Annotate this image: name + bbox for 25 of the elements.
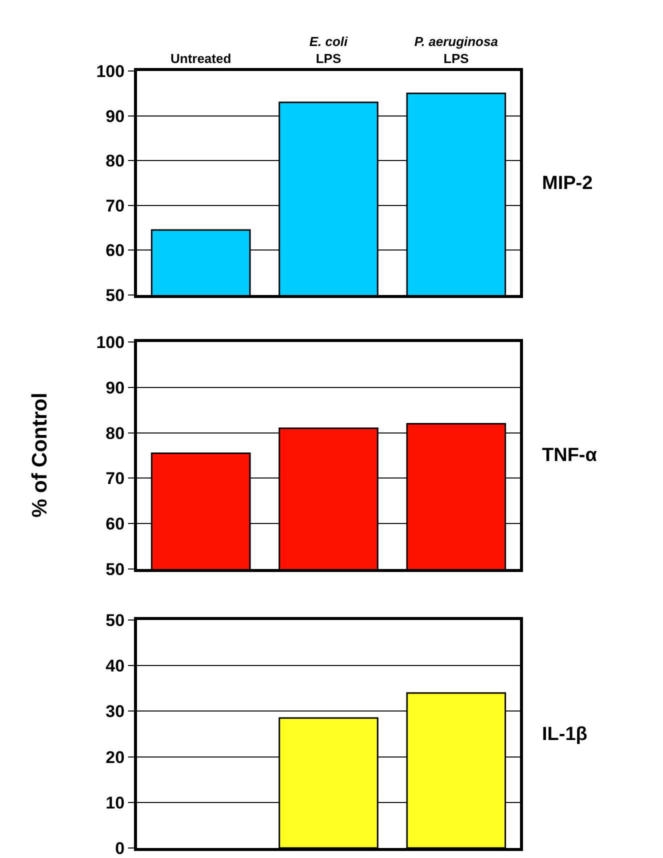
y-tick-label: 50: [106, 560, 125, 579]
x-tick-label: E. coli LPS: [309, 34, 348, 66]
x-tick-label: Untreated: [170, 50, 232, 66]
y-tick-label: 90: [106, 378, 125, 398]
y-tick-label: 0: [115, 838, 125, 858]
y-tick-label: 80: [106, 424, 125, 443]
y-tick-label: 20: [106, 748, 125, 767]
y-tick-label: 80: [106, 152, 125, 171]
y-tick-label: 70: [106, 196, 125, 216]
series-label: TNF-α: [542, 445, 598, 466]
x-tick-label: P. aeruginosa LPS: [414, 34, 498, 66]
y-tick-label: 100: [96, 62, 125, 81]
y-axis-title: % of Control: [28, 392, 52, 518]
y-tick-label: 50: [106, 286, 125, 305]
y-tick-label: 100: [96, 332, 125, 352]
y-tick-label: 30: [106, 702, 125, 722]
y-tick-label: 70: [106, 469, 125, 488]
y-tick-label: 50: [106, 610, 125, 630]
series-label: MIP-2: [542, 173, 593, 194]
y-tick-label: 60: [106, 241, 125, 260]
y-tick-label: 40: [106, 656, 125, 676]
y-tick-label: 10: [106, 793, 125, 812]
series-label: IL-1β: [542, 724, 588, 745]
y-tick-label: 90: [106, 106, 125, 126]
y-tick-label: 60: [106, 514, 125, 534]
